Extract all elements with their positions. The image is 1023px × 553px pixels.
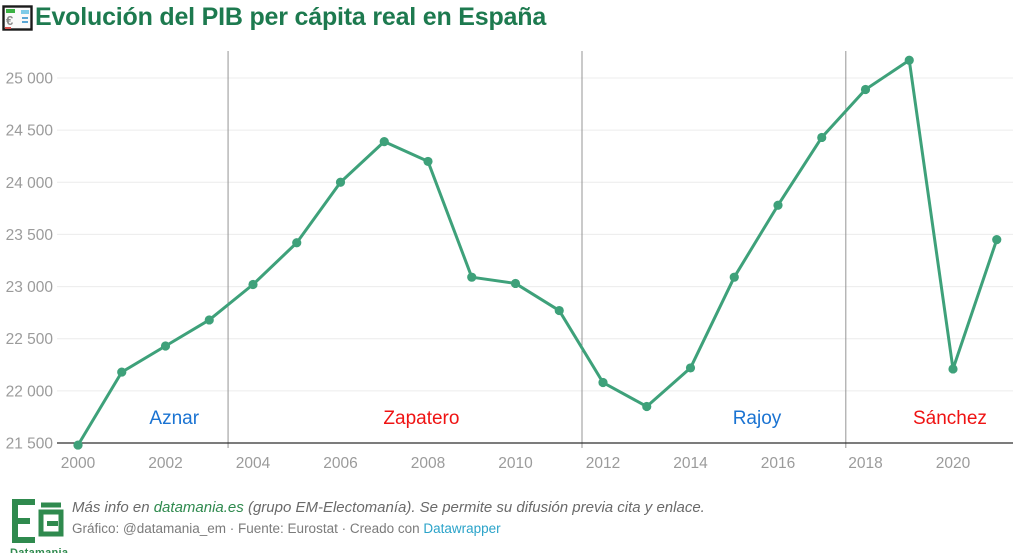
era-label-aznar: Aznar <box>149 408 199 429</box>
data-line <box>76 58 999 447</box>
data-point <box>817 132 827 143</box>
svg-text:€: € <box>6 13 13 28</box>
chart-header: € Evolución del PIB per cápita real en E… <box>2 3 546 32</box>
data-point <box>554 305 564 316</box>
x-tick-label: 2002 <box>148 455 182 472</box>
data-point <box>992 235 1002 245</box>
y-tick-label: 22 500 <box>6 331 54 348</box>
data-point <box>423 156 433 167</box>
y-tick-label: 24 500 <box>6 123 54 140</box>
footer-line1-prefix: Más info en <box>72 499 154 516</box>
x-tick-label: 2016 <box>761 455 795 472</box>
footer-attribution: Más info en datamania.es (grupo EM-Elect… <box>72 497 705 519</box>
x-tick-label: 2004 <box>236 455 271 472</box>
footer-credits: Gráfico: @datamania_em · Fuente: Eurosta… <box>72 519 705 539</box>
page-title: Evolución del PIB per cápita real en Esp… <box>35 3 547 31</box>
x-tick-label: 2014 <box>673 455 708 472</box>
line-chart: 21 500 22 000 22 500 23 000 23 500 24 000 24 5… <box>6 51 1013 472</box>
x-tick-label: 2008 <box>411 455 445 472</box>
data-point <box>773 200 783 210</box>
data-point <box>117 367 127 377</box>
data-point <box>204 315 214 325</box>
data-point <box>904 55 914 65</box>
x-tick-label: 2000 <box>61 455 96 472</box>
y-tick-label: 23 500 <box>6 227 54 244</box>
data-point <box>248 279 258 290</box>
data-point <box>379 137 389 147</box>
datawrapper-link[interactable]: Datawrapper <box>423 521 501 536</box>
x-tick-label: 2018 <box>848 455 882 472</box>
era-label-sanchez: Sánchez <box>913 408 987 429</box>
footer-line2-prefix: Gráfico: @datamania_em · Fuente: Eurosta… <box>72 521 424 536</box>
y-tick-label: 22 000 <box>6 383 54 400</box>
euro-banknote-icon: € <box>2 4 33 31</box>
y-tick-label: 24 000 <box>6 175 54 192</box>
data-point <box>292 238 302 248</box>
era-label-rajoy: Rajoy <box>733 408 782 429</box>
data-point <box>642 401 652 412</box>
y-tick-label: 21 500 <box>6 436 54 453</box>
footer-line1-suffix: (grupo EM-Electomanía). Se permite su di… <box>243 499 705 516</box>
data-point <box>467 272 477 282</box>
data-point <box>598 377 608 388</box>
x-tick-label: 2012 <box>586 455 620 472</box>
data-point <box>335 177 346 187</box>
datamania-logo-icon <box>12 499 64 543</box>
x-tick-label: 2010 <box>498 455 533 472</box>
y-tick-label: 23 000 <box>6 279 54 296</box>
data-point <box>685 363 696 373</box>
footer: Más info en datamania.es (grupo EM-Elect… <box>72 497 705 539</box>
data-point <box>729 272 739 282</box>
data-point <box>860 84 871 95</box>
x-tick-label: 2020 <box>936 455 971 472</box>
y-tick-label: 25 000 <box>6 71 54 88</box>
era-label-zapatero: Zapatero <box>383 408 459 429</box>
x-tick-label: 2006 <box>323 455 357 472</box>
data-point <box>510 278 521 289</box>
data-point <box>160 341 171 351</box>
data-point <box>73 440 83 450</box>
data-point <box>948 364 958 374</box>
datamania-link[interactable]: datamania.es <box>153 499 244 516</box>
datamania-logo-text: Datamania <box>10 547 69 553</box>
